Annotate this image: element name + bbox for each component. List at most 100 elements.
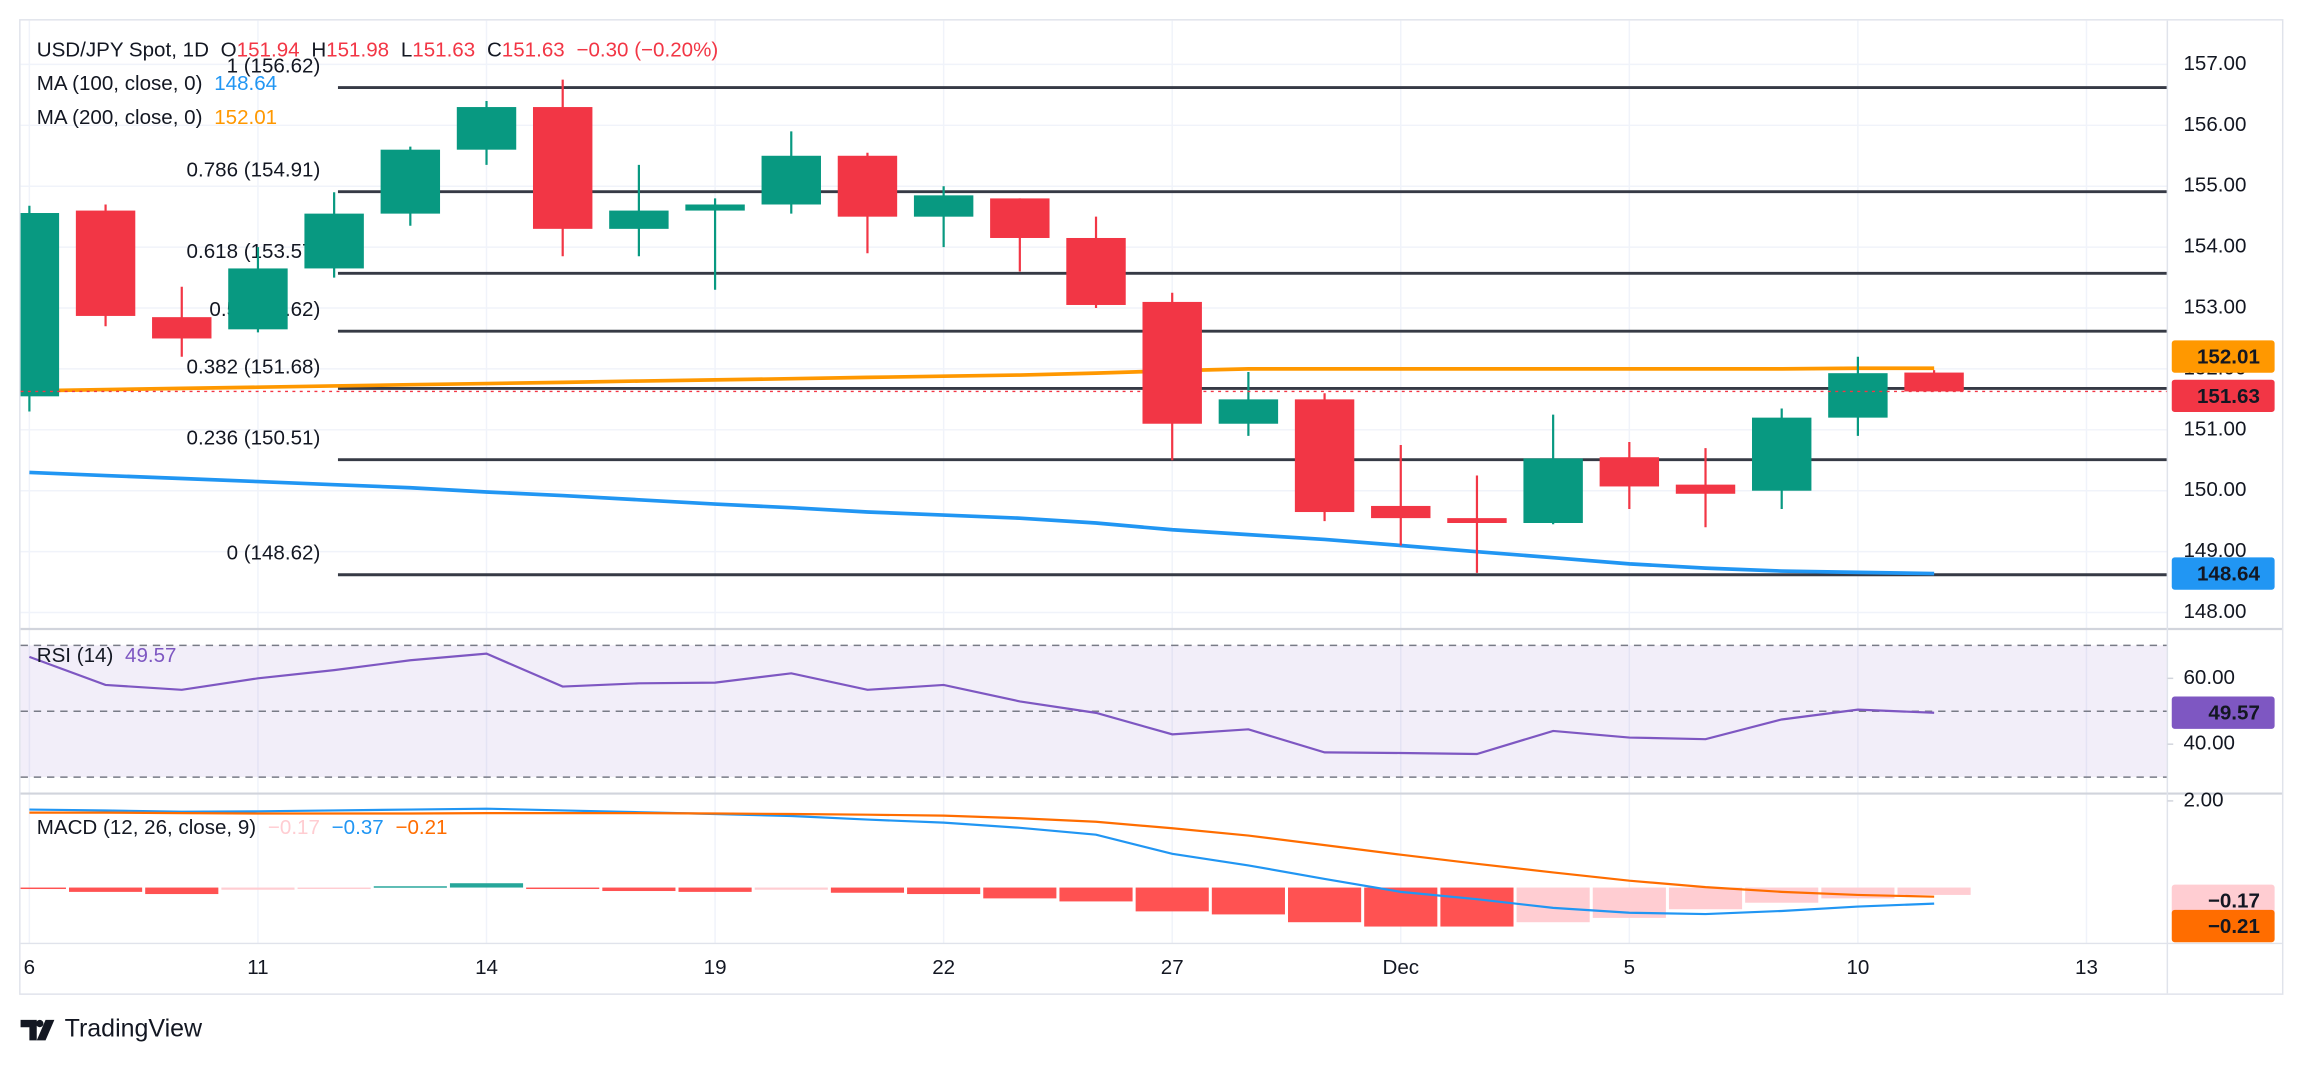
axis-layer: 6 11 14 19 22 27 Dec 5 10 13 148.00 149.00 150.00 151… bbox=[24, 52, 2275, 979]
macd-value: −0.37 bbox=[332, 816, 384, 839]
rsi-name: RSI (14) bbox=[37, 644, 114, 667]
y-tick-label: 151.00 bbox=[2184, 417, 2247, 440]
macd-line bbox=[29, 807, 1935, 916]
macd-hist-value: −0.17 bbox=[268, 816, 320, 839]
candle-body bbox=[1751, 417, 1812, 491]
y-tick-label: 2.00 bbox=[2184, 788, 2224, 811]
ma-name: MA (200, close, 0) bbox=[37, 106, 203, 129]
candle-body bbox=[990, 198, 1050, 238]
rsi-legend: RSI (14) 49.57 bbox=[37, 644, 177, 667]
macd-histogram-bar bbox=[526, 887, 600, 890]
macd-histogram-bar bbox=[754, 887, 828, 890]
macd-line bbox=[29, 811, 1935, 898]
ma200-badge: 152.01 bbox=[2197, 345, 2260, 368]
candle-body bbox=[304, 213, 364, 269]
x-tick-label: 10 bbox=[1846, 956, 1869, 979]
signal-badge-bg bbox=[2171, 909, 2275, 943]
macd-histogram-bar bbox=[678, 887, 752, 892]
candle-body bbox=[1142, 301, 1202, 424]
x-tick-label: 13 bbox=[2075, 956, 2098, 979]
macd-histogram-bar bbox=[373, 886, 447, 888]
ma-name: MA (100, close, 0) bbox=[37, 73, 203, 96]
signal-badge: −0.21 bbox=[2208, 915, 2260, 938]
ma200-badge-bg bbox=[2171, 340, 2275, 373]
macd-histogram-bar bbox=[1211, 887, 1285, 915]
macd-histogram-bar bbox=[1440, 887, 1514, 927]
x-tick-label: 5 bbox=[1624, 956, 1635, 979]
candle-body bbox=[1218, 399, 1279, 424]
y-tick-label: 157.00 bbox=[2184, 52, 2247, 75]
candle-body bbox=[837, 155, 898, 217]
fib-level-label: 0.786 (154.91) bbox=[187, 159, 321, 182]
candle-body bbox=[152, 317, 212, 339]
price-badge: 151.63 bbox=[2197, 385, 2260, 408]
fib-level-label: 1 (156.62) bbox=[227, 54, 321, 77]
ma100-badge-bg bbox=[2171, 557, 2275, 590]
y-tick-label: 60.00 bbox=[2184, 666, 2235, 689]
candle-body bbox=[228, 268, 288, 330]
ohlc-key: O bbox=[221, 39, 237, 62]
candle-body bbox=[609, 210, 669, 229]
y-tick-label: 150.00 bbox=[2184, 478, 2247, 501]
macd-histogram-bar bbox=[1288, 887, 1362, 923]
macd-name: MACD (12, 26, close, 9) bbox=[37, 816, 256, 839]
candle-body bbox=[75, 210, 136, 316]
candle-body bbox=[1904, 372, 1964, 392]
moving-average-line bbox=[29, 470, 1935, 576]
macd-histogram-bar bbox=[907, 887, 981, 895]
candle-body bbox=[1066, 237, 1126, 305]
price-badge-bg bbox=[2171, 379, 2275, 413]
rsi-line bbox=[29, 652, 1935, 756]
ohlc-value: 151.94 bbox=[237, 39, 300, 62]
logo-mark bbox=[20, 1019, 55, 1041]
x-tick-label: 22 bbox=[932, 956, 955, 979]
candle-body bbox=[20, 213, 60, 397]
legend-header: USD/JPY Spot, 1D O151.94 H151.98 L151.63 C15… bbox=[37, 39, 718, 62]
y-tick-label: 148.00 bbox=[2184, 600, 2247, 623]
macd-histogram-bar bbox=[1135, 887, 1209, 912]
symbol-title: USD/JPY Spot, 1D bbox=[37, 39, 209, 62]
change-value: −0.30 (−0.20%) bbox=[576, 39, 718, 62]
ma-legend: MA (200, close, 0) 152.01 bbox=[37, 106, 277, 129]
ohlc-value: 151.63 bbox=[502, 39, 565, 62]
y-tick-label: 153.00 bbox=[2184, 295, 2247, 318]
macd-legend: MACD (12, 26, close, 9) −0.17 −0.37 −0.21 bbox=[37, 816, 448, 839]
brand-logo: TradingView bbox=[20, 1015, 203, 1043]
moving-average-line bbox=[29, 366, 1935, 393]
y-tick-label: 155.00 bbox=[2184, 174, 2247, 197]
candle-body bbox=[1523, 458, 1583, 523]
x-tick-label: Dec bbox=[1382, 956, 1419, 979]
candle-body bbox=[532, 107, 593, 229]
rsi-badge: 49.57 bbox=[2208, 702, 2259, 725]
macd-histogram-bar bbox=[221, 887, 295, 890]
x-tick-label: 6 bbox=[24, 956, 35, 979]
candle-body bbox=[761, 155, 821, 205]
y-tick-label: 154.00 bbox=[2184, 235, 2247, 258]
candle-body bbox=[913, 195, 974, 217]
ohlc-key: C bbox=[487, 39, 502, 62]
macd-histogram-bar bbox=[1668, 887, 1743, 910]
ma-value: 152.01 bbox=[214, 106, 277, 129]
macd-histogram-bar bbox=[297, 887, 371, 890]
ohlc-value: 151.63 bbox=[412, 39, 475, 62]
macd-histogram-bar bbox=[983, 887, 1057, 899]
x-tick-label: 19 bbox=[704, 956, 727, 979]
macd-histogram-bar bbox=[830, 887, 905, 893]
y-tick-label: 40.00 bbox=[2184, 732, 2235, 755]
rsi-value: 49.57 bbox=[125, 644, 176, 667]
candle-body bbox=[1599, 457, 1660, 487]
macd-histogram-bar bbox=[449, 883, 524, 888]
x-tick-label: 14 bbox=[475, 956, 498, 979]
x-tick-label: 11 bbox=[247, 956, 268, 979]
ohlc-value: 151.98 bbox=[326, 39, 389, 62]
brand-name: TradingView bbox=[65, 1015, 203, 1043]
candle-body bbox=[1371, 505, 1431, 519]
candle-body bbox=[380, 149, 441, 214]
signal-value: −0.21 bbox=[395, 816, 447, 839]
ma-legend: MA (100, close, 0) 148.64 bbox=[37, 73, 277, 96]
y-tick-label: 156.00 bbox=[2184, 113, 2247, 136]
macd-histogram-bar bbox=[1897, 887, 1971, 895]
